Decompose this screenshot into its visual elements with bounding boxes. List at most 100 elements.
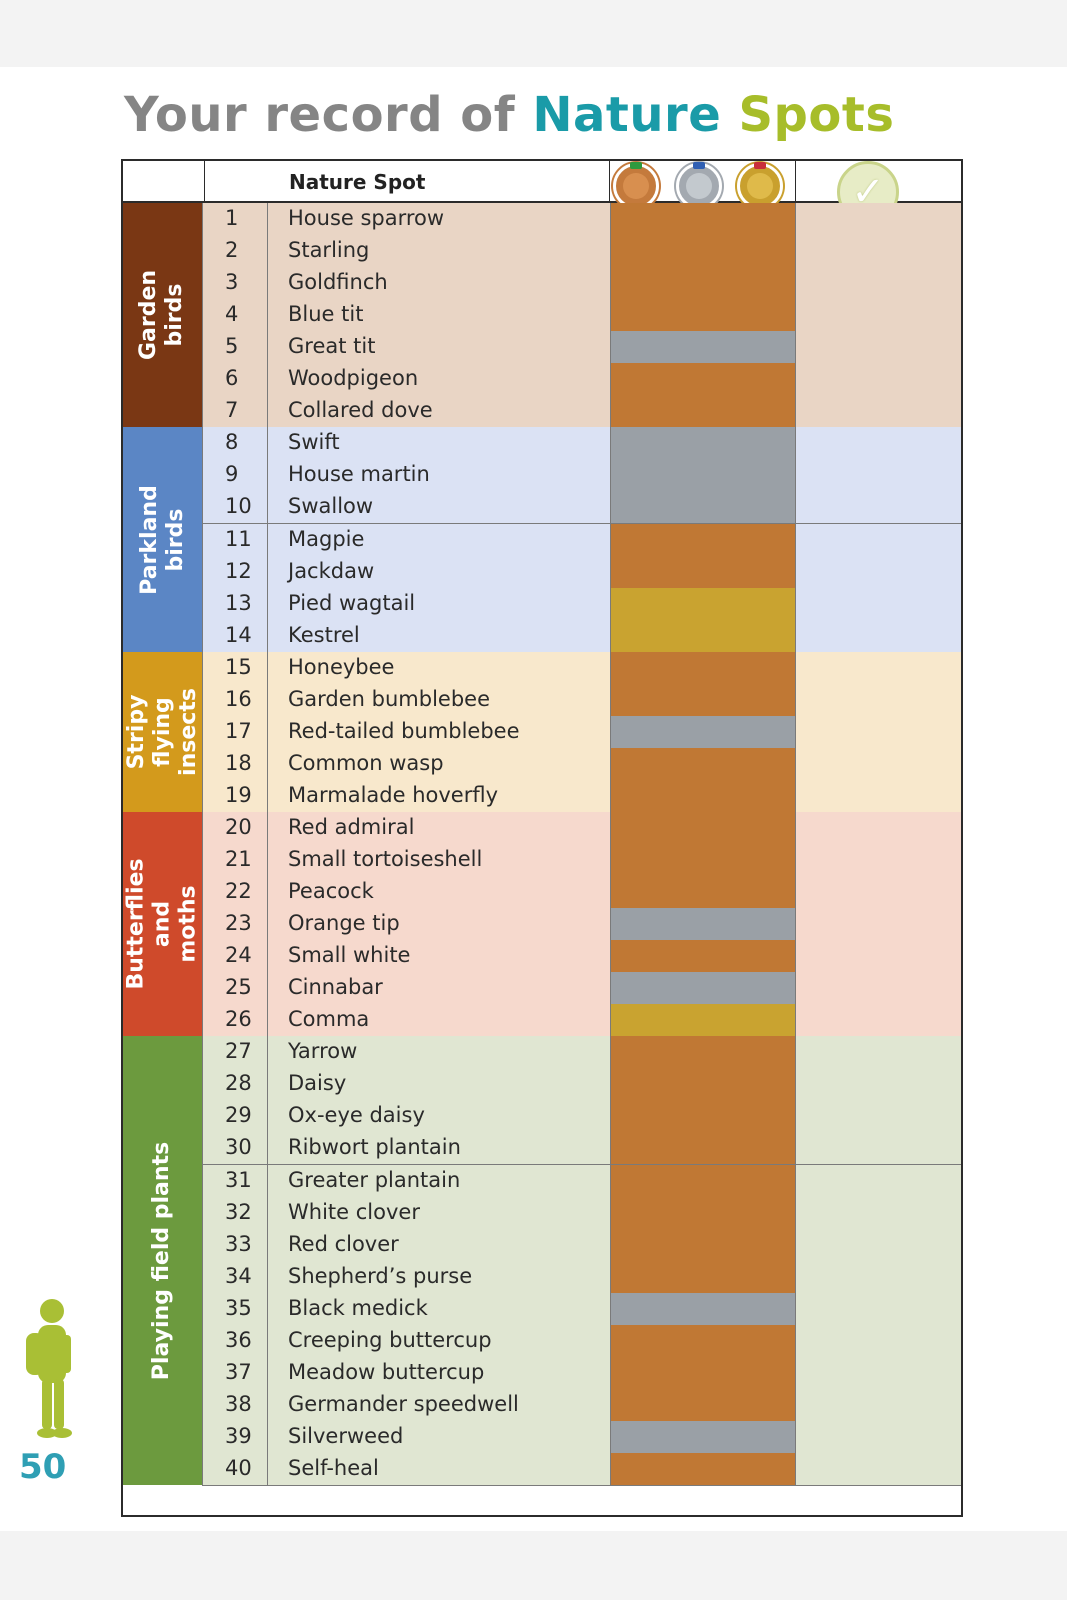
gold-medal-cell <box>610 619 796 652</box>
bronze-medal-cell <box>610 299 796 332</box>
table-row: 40 Self-heal <box>202 1452 961 1486</box>
spot-number: 31 <box>202 1164 268 1197</box>
page-title: Your record of Nature Spots <box>124 91 894 139</box>
completed-checkbox-cell[interactable] <box>796 427 961 459</box>
spot-name: Peacock <box>288 879 374 904</box>
completed-checkbox-cell[interactable] <box>796 395 961 427</box>
spot-name: Meadow buttercup <box>288 1359 485 1384</box>
table-row: 17 Red-tailed bumblebee <box>202 715 961 749</box>
completed-checkbox-cell[interactable] <box>796 1421 961 1453</box>
bronze-medal-cell <box>610 523 796 556</box>
table-row: 19 Marmalade hoverfly <box>202 779 961 813</box>
spot-name: Marmalade hoverfly <box>288 782 498 807</box>
bronze-medal-cell <box>610 555 796 588</box>
gold-medal-icon <box>737 162 783 209</box>
completed-checkbox-cell[interactable] <box>796 620 961 652</box>
spot-number: 15 <box>202 651 268 684</box>
spot-name: Goldfinch <box>288 270 388 295</box>
table-row: 25 Cinnabar <box>202 972 961 1006</box>
completed-checkbox-cell[interactable] <box>796 972 961 1004</box>
bronze-medal-cell <box>610 811 796 844</box>
completed-checkbox-cell[interactable] <box>796 748 961 780</box>
spot-name: Starling <box>288 238 370 263</box>
spot-number: 34 <box>202 1260 268 1293</box>
completed-checkbox-cell[interactable] <box>796 812 961 844</box>
silver-medal-cell <box>610 1292 796 1325</box>
table-row: 36 Creeping buttercup <box>202 1324 961 1358</box>
completed-checkbox-cell[interactable] <box>796 299 961 331</box>
completed-checkbox-cell[interactable] <box>796 1132 961 1164</box>
spot-number: 28 <box>202 1068 268 1101</box>
completed-checkbox-cell[interactable] <box>796 1325 961 1357</box>
completed-checkbox-cell[interactable] <box>796 1357 961 1389</box>
completed-checkbox-cell[interactable] <box>796 652 961 684</box>
spot-name: Swift <box>288 430 340 455</box>
completed-checkbox-cell[interactable] <box>796 1261 961 1293</box>
completed-checkbox-cell[interactable] <box>796 1004 961 1036</box>
header-blank-cell <box>123 161 205 201</box>
completed-checkbox-cell[interactable] <box>796 1293 961 1325</box>
spot-number: 17 <box>202 715 268 748</box>
completed-checkbox-cell[interactable] <box>796 203 961 235</box>
spot-number: 35 <box>202 1292 268 1325</box>
bronze-medal-cell <box>610 203 796 235</box>
completed-checkbox-cell[interactable] <box>796 1453 961 1485</box>
completed-checkbox-cell[interactable] <box>796 1389 961 1421</box>
completed-checkbox-cell[interactable] <box>796 331 961 363</box>
table-row: 15 Honeybee <box>202 651 961 685</box>
spot-name: House sparrow <box>288 206 445 230</box>
spot-number: 4 <box>202 299 268 332</box>
spot-number: 10 <box>202 491 268 524</box>
bronze-medal-cell <box>610 779 796 812</box>
completed-checkbox-cell[interactable] <box>796 556 961 588</box>
table-row: 37 Meadow buttercup <box>202 1356 961 1390</box>
table-row: 26 Comma <box>202 1004 961 1038</box>
spot-number: 25 <box>202 972 268 1005</box>
table-row: 29 Ox-eye daisy <box>202 1100 961 1134</box>
bronze-medal-cell <box>610 1068 796 1101</box>
table-row: 5 Great tit <box>202 331 961 365</box>
table-row: 16 Garden bumblebee <box>202 683 961 717</box>
table-row: 12 Jackdaw <box>202 555 961 589</box>
completed-checkbox-cell[interactable] <box>796 1197 961 1229</box>
bronze-medal-cell <box>610 940 796 973</box>
spot-name: House martin <box>288 462 430 487</box>
spot-number: 29 <box>202 1100 268 1133</box>
completed-checkbox-cell[interactable] <box>796 716 961 748</box>
completed-checkbox-cell[interactable] <box>796 1068 961 1100</box>
bronze-medal-cell <box>610 395 796 428</box>
completed-checkbox-cell[interactable] <box>796 780 961 812</box>
completed-checkbox-cell[interactable] <box>796 876 961 908</box>
spot-name: Red admiral <box>288 814 415 839</box>
table-row: 20 Red admiral <box>202 811 961 845</box>
completed-checkbox-cell[interactable] <box>796 1229 961 1261</box>
spot-number: 1 <box>202 203 268 235</box>
completed-checkbox-cell[interactable] <box>796 267 961 299</box>
spot-number: 21 <box>202 844 268 876</box>
completed-checkbox-cell[interactable] <box>796 1036 961 1068</box>
category-label-block: Butterflies and moths <box>123 811 202 1037</box>
spot-number: 5 <box>202 331 268 364</box>
completed-checkbox-cell[interactable] <box>796 940 961 972</box>
completed-checkbox-cell[interactable] <box>796 908 961 940</box>
bronze-medal-cell <box>610 1324 796 1357</box>
spot-number: 2 <box>202 235 268 268</box>
spot-name: Common wasp <box>288 750 444 775</box>
completed-checkbox-cell[interactable] <box>796 844 961 876</box>
category-label: Garden birds <box>136 270 188 361</box>
spot-name: Black medick <box>288 1295 428 1320</box>
category-label-block: Playing field plants <box>123 1036 202 1485</box>
completed-checkbox-cell[interactable] <box>796 1100 961 1132</box>
completed-checkbox-cell[interactable] <box>796 524 961 556</box>
bronze-medal-cell <box>610 1036 796 1069</box>
spot-name: Self-heal <box>288 1455 379 1480</box>
completed-checkbox-cell[interactable] <box>796 1165 961 1197</box>
completed-checkbox-cell[interactable] <box>796 684 961 716</box>
completed-checkbox-cell[interactable] <box>796 588 961 620</box>
completed-checkbox-cell[interactable] <box>796 363 961 395</box>
completed-checkbox-cell[interactable] <box>796 459 961 491</box>
completed-checkbox-cell[interactable] <box>796 491 961 523</box>
bronze-medal-cell <box>610 1356 796 1389</box>
spot-number: 27 <box>202 1036 268 1069</box>
completed-checkbox-cell[interactable] <box>796 235 961 267</box>
